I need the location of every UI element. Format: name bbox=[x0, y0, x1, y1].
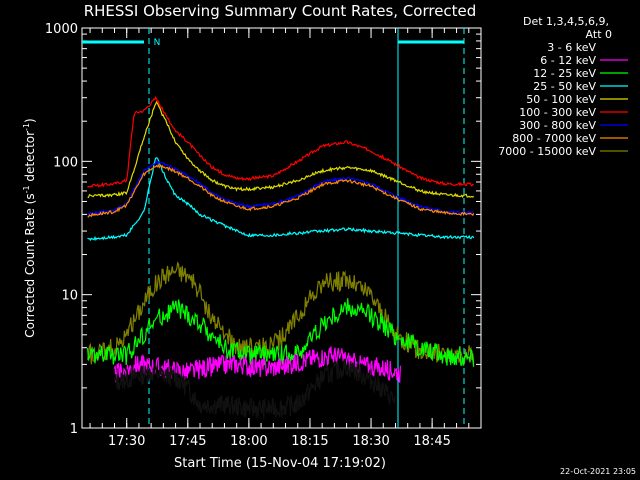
legend-label: 12 - 25 keV bbox=[533, 67, 596, 80]
x-tick-label: 17:45 bbox=[169, 434, 206, 449]
series-line bbox=[87, 95, 474, 188]
x-axis-label: Start Time (15-Nov-04 17:19:02) bbox=[174, 456, 386, 471]
legend-label: 25 - 50 keV bbox=[533, 80, 596, 93]
y-tick-label: 10 bbox=[61, 289, 78, 304]
plot-frame: 1 10 100 1000 17:30 17:45 18:00 18:15 18:30 18:45… bbox=[45, 22, 482, 449]
y-axis-label: Corrected Count Rate (s-1 detector-1) bbox=[22, 118, 37, 337]
plot-border bbox=[81, 27, 482, 429]
series-layer bbox=[87, 95, 475, 419]
legend-label: 50 - 100 keV bbox=[526, 93, 596, 106]
y-tick-label: 1 bbox=[70, 422, 78, 437]
x-tick-label: 18:00 bbox=[230, 434, 267, 449]
legend-header-line2: Att 0 bbox=[586, 28, 612, 41]
y-tick-label: 100 bbox=[53, 155, 78, 170]
legend-label: 100 - 300 keV bbox=[519, 106, 596, 119]
series-line bbox=[87, 261, 475, 365]
legend-label: 300 - 800 keV bbox=[519, 119, 596, 132]
flag-label: N bbox=[154, 38, 161, 48]
legend-header-line1: Det 1,3,4,5,6,9, bbox=[523, 15, 609, 28]
legend-label: 800 - 7000 keV bbox=[512, 132, 596, 145]
series-line bbox=[87, 100, 475, 199]
y-tick-label: 1000 bbox=[45, 22, 78, 37]
series-line bbox=[87, 159, 474, 216]
chart-title: RHESSI Observing Summary Count Rates, Co… bbox=[84, 2, 477, 20]
legend-label: 3 - 6 keV bbox=[547, 41, 596, 54]
series-line bbox=[87, 157, 475, 242]
footer-timestamp: 22-Oct-2021 23:05 bbox=[560, 467, 636, 476]
x-tick-label: 17:30 bbox=[108, 434, 145, 449]
x-tick-label: 18:15 bbox=[291, 434, 328, 449]
series-line bbox=[113, 358, 396, 419]
x-tick-label: 18:30 bbox=[352, 434, 389, 449]
legend-label: 7000 - 15000 keV bbox=[498, 145, 596, 158]
x-tick-label: 18:45 bbox=[413, 434, 450, 449]
legend-label: 6 - 12 keV bbox=[540, 54, 596, 67]
series-line bbox=[87, 163, 475, 218]
